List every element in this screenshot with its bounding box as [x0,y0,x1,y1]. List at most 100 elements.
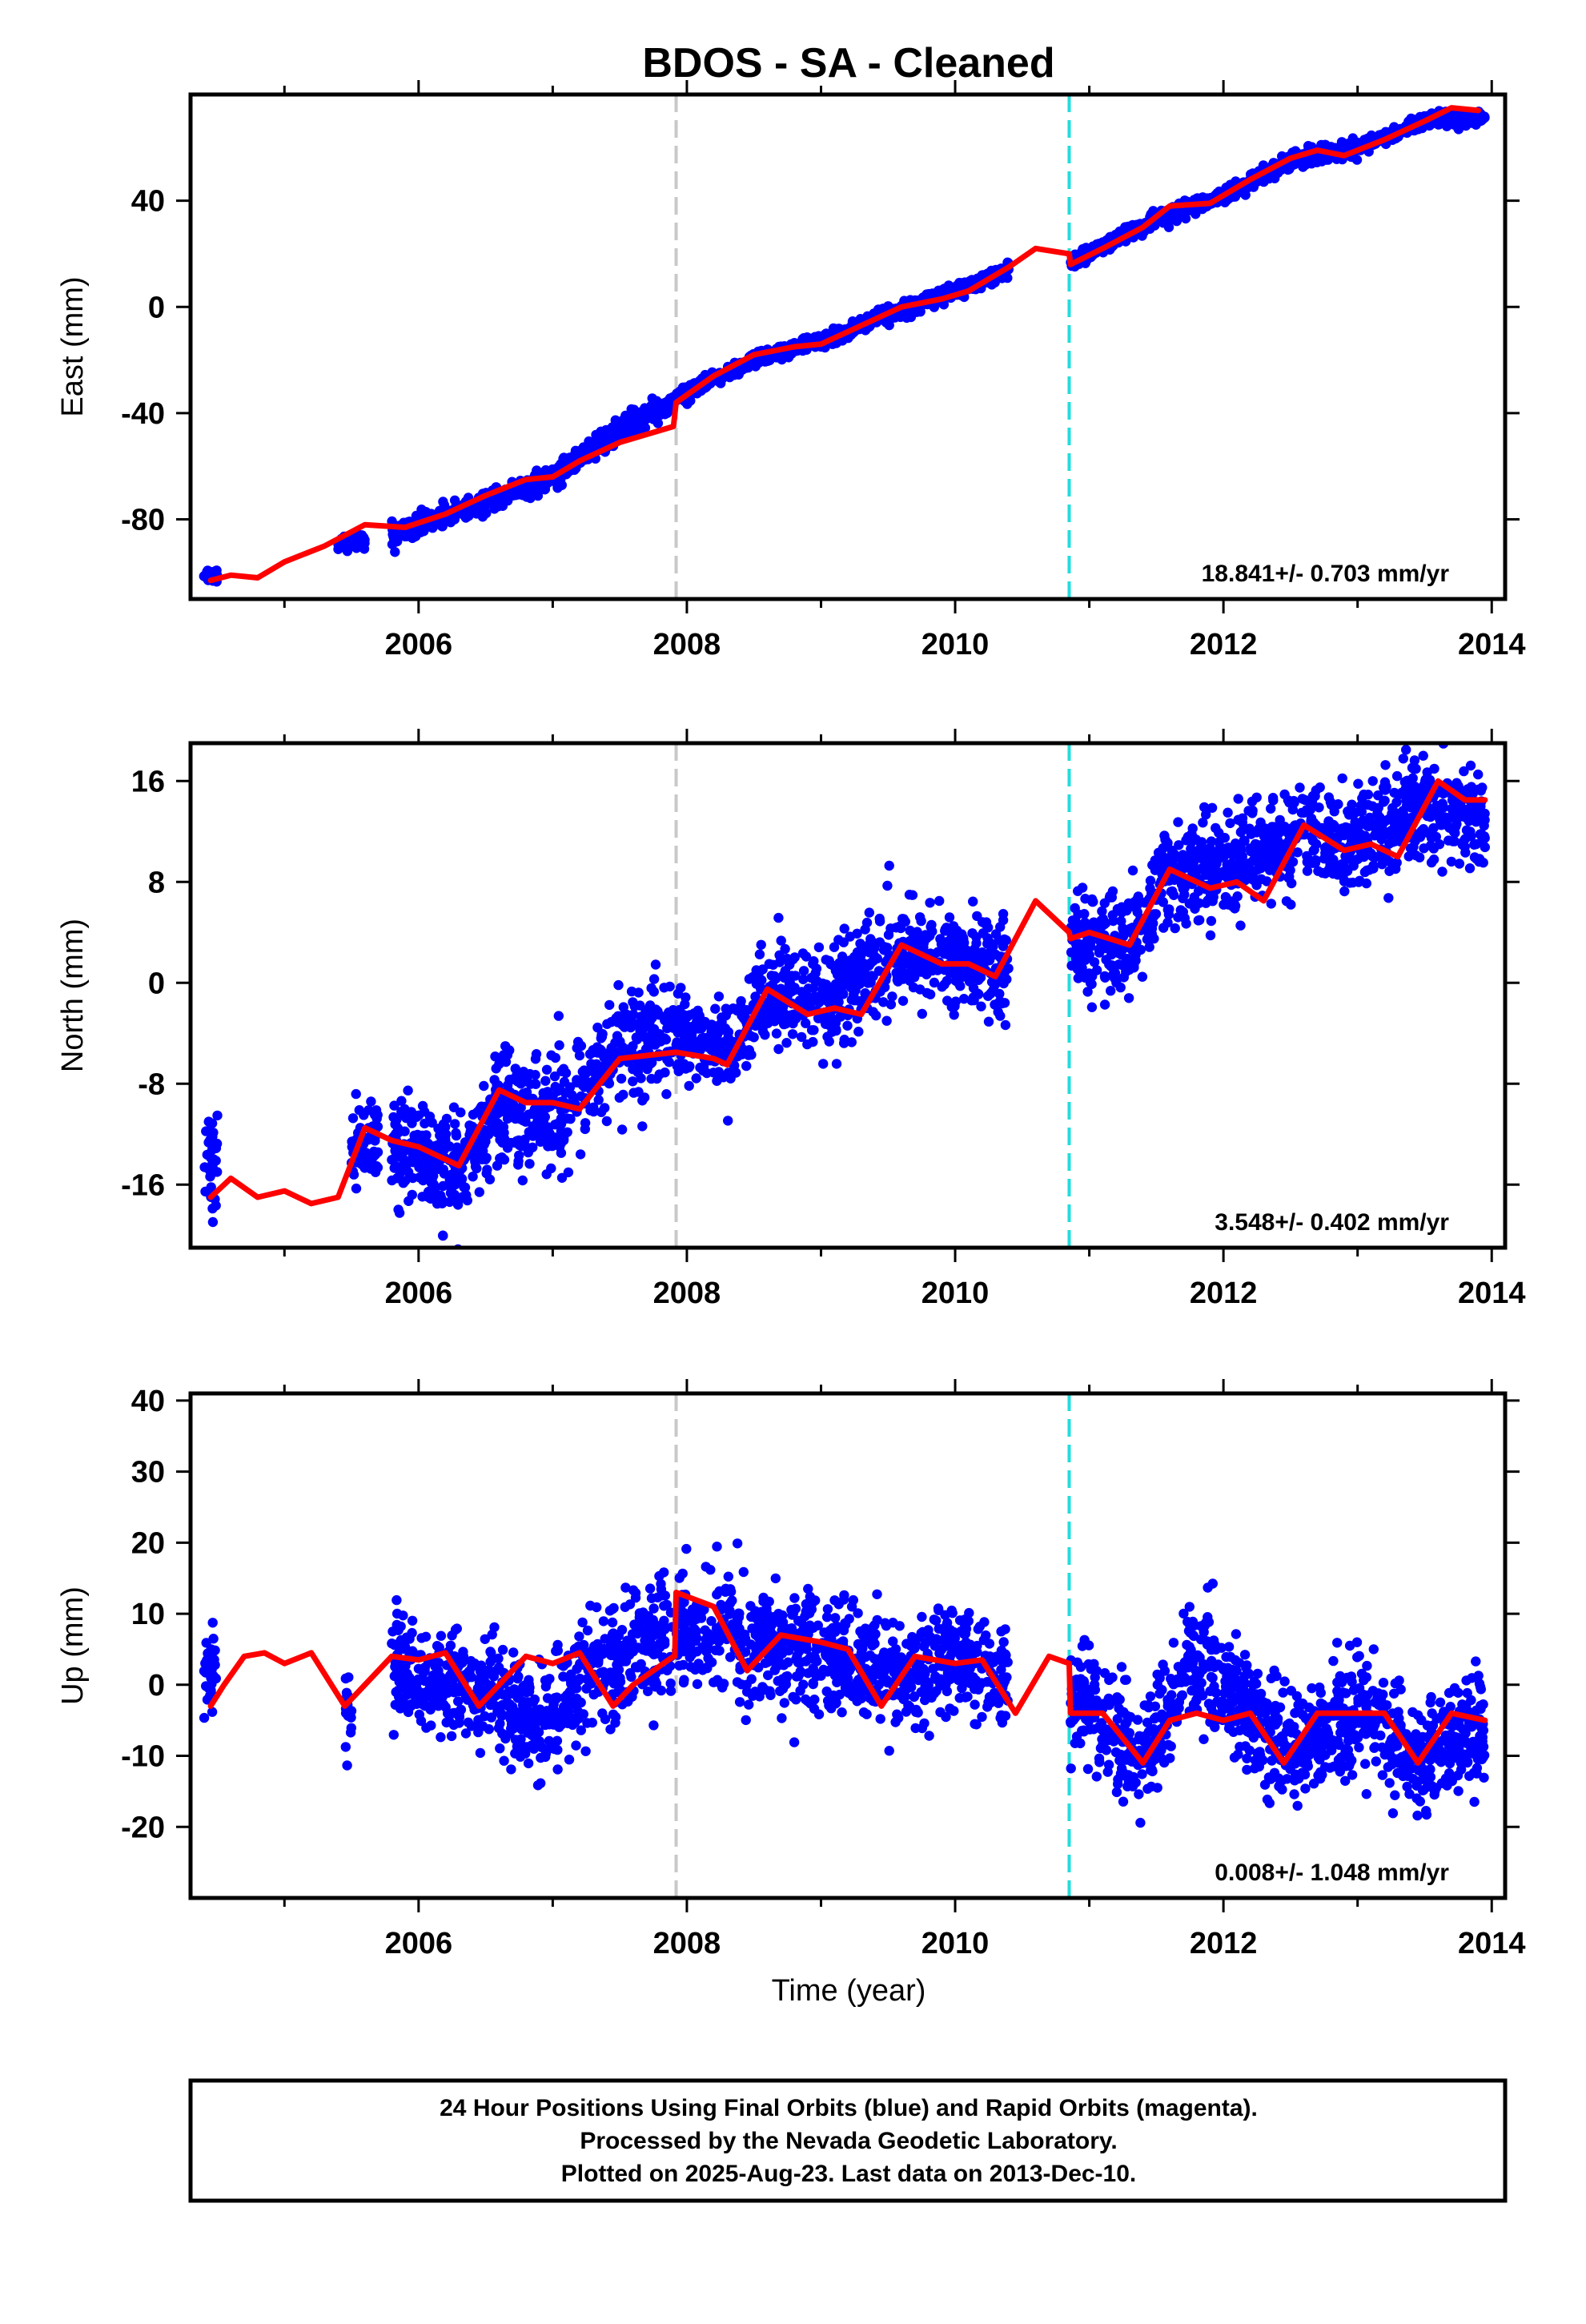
data-point [1137,971,1148,982]
data-point [718,1024,729,1035]
data-point [486,1125,497,1136]
data-point [997,998,1007,1009]
data-point [828,988,839,999]
data-point [908,982,919,993]
data-point [693,1005,703,1016]
data-point [982,933,993,943]
data-point [1106,986,1116,996]
data-point [676,983,686,993]
data-point [813,1013,824,1023]
chart-title: BDOS - SA - Cleaned [642,40,1054,86]
data-point [562,1127,572,1138]
data-point [998,978,1009,989]
data-point [945,964,956,975]
data-point [621,424,632,435]
data-point [1336,137,1347,147]
data-point [623,1016,633,1027]
data-point [366,1096,376,1107]
data-point [883,930,894,940]
data-point [839,1038,849,1048]
data-point [797,987,807,997]
data-point [811,963,822,974]
data-point [873,966,885,976]
data-point [1199,802,1210,813]
data-point [781,1038,792,1048]
data-point [664,1057,674,1068]
data-point [468,1172,478,1182]
data-point [636,1012,648,1023]
y-axis-label: East (mm) [56,276,90,416]
data-point [481,508,492,519]
data-point [561,1113,572,1124]
data-point [817,1059,829,1069]
data-point [351,1183,362,1194]
data-point [899,956,910,967]
data-point [528,1121,538,1132]
data-point [1337,773,1347,784]
data-point [554,1141,565,1152]
data-point [628,404,640,415]
data-point [741,1060,752,1072]
data-point [1399,777,1411,787]
data-point [1466,782,1477,792]
data-point [650,959,661,970]
data-point [864,947,875,958]
data-point [1127,865,1138,876]
data-point [585,1105,596,1116]
data-point [1082,987,1093,997]
data-point [921,289,932,300]
data-point [527,485,537,496]
data-point [1225,818,1235,829]
data-point [1158,923,1169,933]
data-point [470,1161,481,1172]
data-point [524,1109,534,1120]
x-tick-label: 2006 [385,628,453,661]
data-point [831,1059,842,1069]
data-point [1401,745,1411,755]
data-point [990,979,1001,990]
data-point [626,986,637,997]
data-point [500,1041,511,1051]
data-point [517,1175,528,1186]
data-point [1380,760,1391,770]
data-point [648,974,660,984]
data-point [615,1036,625,1047]
data-point [496,1152,508,1163]
data-point [723,1116,733,1126]
data-point [544,1128,555,1139]
data-point [459,1182,469,1192]
data-point [921,987,933,999]
data-point [768,959,778,971]
data-point [1437,866,1447,877]
data-point [451,1128,461,1139]
data-point [616,1073,627,1084]
data-point [1067,915,1078,926]
data-point [1084,968,1094,979]
data-point [852,928,862,939]
scatter-points [199,105,1490,587]
data-point [647,1012,657,1023]
data-point [784,959,795,971]
data-point [673,1066,684,1076]
data-point [461,1190,472,1200]
data-point [420,1173,431,1184]
data-point [428,1156,438,1166]
data-point [995,1011,1006,1021]
data-point [387,1175,397,1186]
data-point [438,1164,448,1175]
data-point [757,1026,769,1037]
data-point [1323,824,1334,834]
data-point [613,979,624,991]
data-point [1330,143,1341,153]
data-point [440,1133,451,1144]
data-point [1079,909,1090,919]
data-point [528,1142,538,1153]
data-point [1302,857,1313,867]
data-point [646,1073,656,1084]
data-point [846,967,857,978]
data-point [452,1142,463,1152]
data-point [407,1189,417,1200]
data-point [540,1076,551,1086]
data-point [628,1076,638,1087]
data-point [1071,939,1082,951]
